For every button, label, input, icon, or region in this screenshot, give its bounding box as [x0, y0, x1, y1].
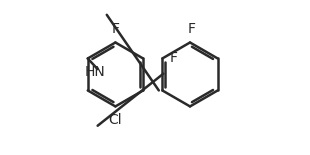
Text: Cl: Cl	[108, 113, 122, 127]
Text: HN: HN	[85, 65, 105, 79]
Text: F: F	[188, 22, 196, 36]
Text: F: F	[169, 51, 177, 65]
Text: F: F	[111, 22, 119, 36]
